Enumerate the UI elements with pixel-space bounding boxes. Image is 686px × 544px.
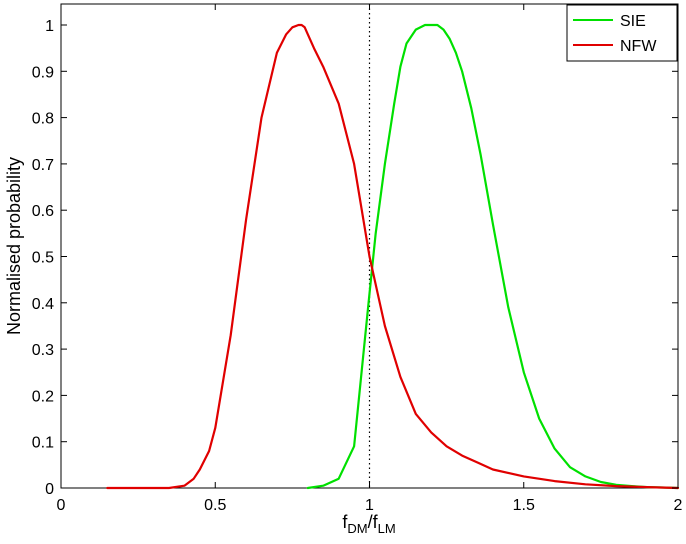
legend: SIE NFW <box>566 4 678 62</box>
y-tick-label: 0.5 <box>32 250 54 267</box>
x-tick-label: 1.5 <box>513 497 535 514</box>
series-line-nfw <box>106 23 680 490</box>
x-axis-label-sub2: LM <box>378 521 396 536</box>
y-tick-label: 0.2 <box>32 388 54 405</box>
y-tick-label: 0 <box>45 481 54 498</box>
y-tick-label: 0.7 <box>32 157 54 174</box>
x-tick-label: 2 <box>674 497 683 514</box>
x-axis-label-sub1: DM <box>347 521 367 536</box>
y-tick-label: 0.1 <box>32 435 54 452</box>
legend-box <box>566 4 678 62</box>
y-tick-label: 1 <box>45 18 54 35</box>
x-axis-label: fDM/fLM <box>342 512 395 536</box>
y-tick-label: 0.8 <box>32 111 54 128</box>
y-tick-label: 0.4 <box>32 296 54 313</box>
x-tick-label: 0 <box>57 497 66 514</box>
y-tick-label: 0.6 <box>32 203 54 220</box>
x-axis-label-main: f <box>342 512 348 532</box>
x-tick-label: 0.5 <box>204 497 226 514</box>
x-tick-label: 1 <box>365 497 374 514</box>
plot-area <box>60 3 679 489</box>
legend-label-nfw: NFW <box>620 38 657 55</box>
y-tick-label: 0.3 <box>32 342 54 359</box>
x-axis-label-mid: /f <box>368 512 379 532</box>
series-line-sie <box>306 23 680 490</box>
y-axis-label: Normalised probability <box>4 157 24 335</box>
y-tick-label: 0.9 <box>32 64 54 81</box>
legend-label-sie: SIE <box>620 13 646 30</box>
